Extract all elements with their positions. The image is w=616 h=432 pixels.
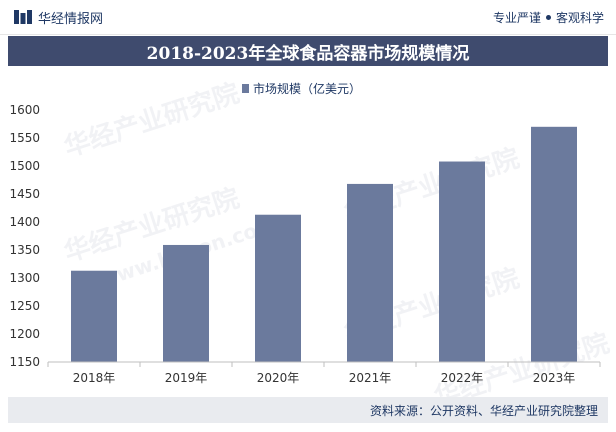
- y-tick-label: 1400: [9, 215, 40, 229]
- bar: [71, 270, 117, 362]
- x-tick-label: 2023年: [533, 371, 576, 385]
- slogan: 专业严谨 客观科学: [493, 9, 604, 26]
- legend: 市场规模（亿美元）: [242, 81, 361, 96]
- slogan-right: 客观科学: [555, 10, 604, 25]
- bar: [439, 161, 485, 362]
- brand-name: 华经情报网: [38, 11, 104, 27]
- bar: [255, 214, 301, 362]
- y-tick-label: 1350: [9, 243, 40, 257]
- footer-bar: 资料来源：公开资料、华经产业研究院整理: [8, 397, 608, 423]
- x-tick-label: 2019年: [165, 371, 208, 385]
- logo-icon: [14, 10, 32, 24]
- bar: [347, 183, 393, 362]
- bars: [71, 126, 577, 362]
- y-tick-label: 1150: [9, 355, 40, 369]
- y-tick-label: 1300: [9, 271, 40, 285]
- bar: [531, 126, 577, 362]
- y-tick-label: 1200: [9, 327, 40, 341]
- x-tick-label: 2022年: [441, 371, 484, 385]
- bar-chart: 市场规模（亿美元） 1150 1200 1250 1300 1350 1400 1450 15…: [9, 81, 601, 385]
- x-tick-label: 2018年: [73, 371, 116, 385]
- legend-swatch: [242, 84, 249, 93]
- y-tick-label: 1450: [9, 187, 40, 201]
- brand[interactable]: 华经情报网: [14, 8, 103, 27]
- y-tick-label: 1500: [9, 159, 40, 173]
- x-axis: 2018年 2019年 2020年 2021年 2022年 2023年: [47, 361, 601, 385]
- x-tick-label: 2021年: [349, 371, 392, 385]
- header-bar: 华经情报网 专业严谨 客观科学: [0, 0, 616, 35]
- y-tick-label: 1250: [9, 299, 40, 313]
- y-tick-label: 1550: [9, 131, 40, 145]
- y-axis: 1150 1200 1250 1300 1350 1400 1450 1500 1550 1600: [9, 103, 40, 369]
- chart-title: 2018-2023年全球食品容器市场规模情况: [8, 36, 608, 66]
- y-tick-label: 1600: [9, 103, 40, 117]
- x-tick-label: 2020年: [257, 371, 300, 385]
- source-note: 资料来源：公开资料、华经产业研究院整理: [369, 403, 598, 418]
- slogan-left: 专业严谨: [492, 10, 541, 25]
- legend-label: 市场规模（亿美元）: [253, 81, 361, 96]
- dot-separator-icon: [545, 14, 551, 20]
- bar: [163, 244, 209, 362]
